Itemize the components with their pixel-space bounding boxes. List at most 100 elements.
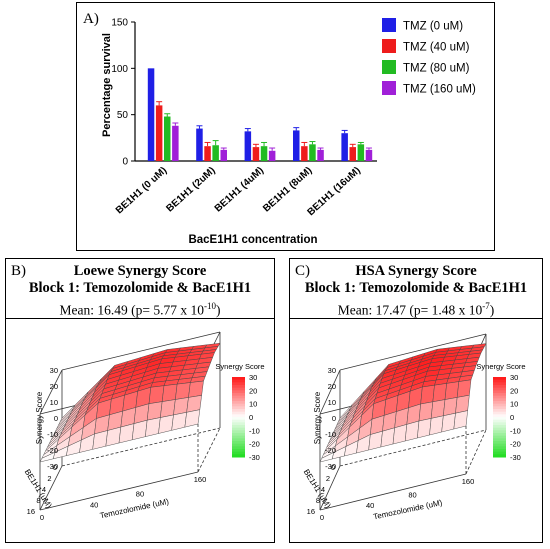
colorbar-segment xyxy=(493,387,506,391)
bar xyxy=(365,149,373,161)
z-axis-label: Synergy Score xyxy=(35,391,44,444)
colorbar-segment xyxy=(232,441,245,445)
colorbar-segment xyxy=(232,446,245,450)
colorbar-segment xyxy=(493,406,506,410)
colorbar-segment xyxy=(493,385,506,389)
z-tick-label: 20 xyxy=(50,382,58,391)
colorbar: Synergy Score 30 20 10 0 -10 -20 -30 xyxy=(215,362,264,462)
y-tick-label: 2 xyxy=(47,474,51,483)
x-tick-label: 160 xyxy=(194,475,207,484)
z-tick-label: 30 xyxy=(50,366,58,375)
surface-cell xyxy=(146,401,163,421)
panel-b-mean-text: Mean: 16.49 (p= 5.77 x 10 xyxy=(59,302,204,318)
box-edge-hidden xyxy=(465,429,487,475)
box-edge-hidden xyxy=(339,429,487,467)
colorbar-segment xyxy=(493,393,506,397)
colorbar-segment xyxy=(232,379,245,383)
bar xyxy=(341,133,348,161)
legend-entry: TMZ (80 uM) xyxy=(403,63,470,75)
colorbar-segment xyxy=(232,382,245,386)
x-axis-label: Temozolomide (uM) xyxy=(372,498,443,521)
colorbar-segment xyxy=(493,401,506,405)
colorbar-segment xyxy=(232,401,245,405)
y-tick-label: 50 xyxy=(117,110,129,121)
colorbar-segment xyxy=(493,414,506,418)
x-tick-label: BE1H1 (0 uM) xyxy=(114,165,169,216)
panel-c-mean: Mean: 17.47 (p= 1.48 x 10-7) xyxy=(290,297,542,320)
colorbar-segment xyxy=(232,433,245,437)
colorbar-segment xyxy=(232,385,245,389)
surface-cell xyxy=(444,381,460,400)
colorbar-segment xyxy=(232,411,245,415)
panel-c-mean-exp: -7 xyxy=(482,301,490,311)
surface-cell xyxy=(456,379,472,398)
panel-b-mean-suffix: ) xyxy=(215,302,221,318)
colorbar-segment xyxy=(232,409,245,413)
z-tick-label: -20 xyxy=(47,446,58,455)
x-tick-label: BE1H1 (8uM) xyxy=(261,165,314,214)
z-tick-label: -20 xyxy=(325,446,336,455)
colorbar-segment xyxy=(493,379,506,383)
x-tick-label: BE1H1 (4uM) xyxy=(213,165,266,214)
legend-swatch xyxy=(382,81,396,95)
legend-swatch xyxy=(382,39,396,53)
surface-cell xyxy=(158,414,174,434)
legend: TMZ (0 uM) TMZ (40 uM) TMZ (80 uM) TMZ (160… xyxy=(382,18,476,96)
colorbar-segment xyxy=(232,443,245,447)
z-tick-label: 0 xyxy=(332,414,336,423)
x-tick-label: 40 xyxy=(90,500,98,509)
bar xyxy=(196,128,203,161)
panel-b-label: B) xyxy=(11,263,26,279)
colorbar-segment xyxy=(493,403,506,407)
colorbar-tick-label: -10 xyxy=(249,426,260,435)
surface-cell xyxy=(148,385,165,405)
panel-b-mean: Mean: 16.49 (p= 5.77 x 10-10) xyxy=(6,297,274,320)
surface-cell xyxy=(417,418,432,439)
colorbar-segment xyxy=(232,449,245,453)
x-axis-label: Temozolomide (uM) xyxy=(99,497,170,520)
z-tick-label: 20 xyxy=(328,382,336,391)
legend-entry: TMZ (0 uM) xyxy=(403,21,463,33)
y-tick-label: 150 xyxy=(111,18,128,29)
colorbar-segment xyxy=(232,425,245,429)
colorbar-segment xyxy=(232,438,245,442)
z-tick-label: -10 xyxy=(47,430,58,439)
colorbar-segment xyxy=(232,427,245,431)
legend-swatch xyxy=(382,60,396,74)
panel-c: C) HSA Synergy Score Block 1: Temozolomi… xyxy=(289,258,543,543)
panel-b-header: B) Loewe Synergy Score Block 1: Temozolo… xyxy=(6,259,274,319)
colorbar-segment xyxy=(493,443,506,447)
y-tick-label: 16 xyxy=(27,507,35,516)
colorbar-segment xyxy=(493,446,506,450)
colorbar-segment xyxy=(493,451,506,455)
colorbar-tick-label: 30 xyxy=(510,373,518,382)
surface-cell xyxy=(145,417,161,437)
colorbar-tick-label: -10 xyxy=(510,426,521,435)
y-tick-label: 4 xyxy=(42,485,46,494)
y-tick-label: 8 xyxy=(316,496,320,505)
colorbar-segment xyxy=(493,419,506,423)
bar xyxy=(301,146,308,161)
x-tick-label: 80 xyxy=(136,489,144,498)
y-tick-label: 100 xyxy=(111,64,128,75)
surface-cell xyxy=(171,412,187,431)
panel-b-mean-exp: -10 xyxy=(203,301,216,311)
panel-a: A) Percentage survival BacE1H1 concentra… xyxy=(76,2,495,251)
panel-c-mean-text: Mean: 17.47 (p= 1.48 x 10 xyxy=(337,302,483,318)
colorbar-segment xyxy=(493,382,506,386)
legend-swatch xyxy=(382,18,396,32)
panel-b: B) Loewe Synergy Score Block 1: Temozolo… xyxy=(5,258,275,543)
colorbar-segment xyxy=(232,417,245,421)
box-edge xyxy=(61,331,221,371)
colorbar-tick-label: -20 xyxy=(510,440,521,449)
colorbar-tick-label: -20 xyxy=(249,440,260,449)
box-edge-hidden xyxy=(197,427,221,473)
surface-cell xyxy=(453,410,468,430)
panel-b-subtitle: Block 1: Temozolomide & BacE1H1 xyxy=(28,280,252,296)
colorbar-segment xyxy=(232,454,245,458)
surface-cell xyxy=(430,399,446,419)
y-tick-label: 0 xyxy=(53,463,57,472)
bar xyxy=(309,144,316,161)
colorbar-segment xyxy=(232,403,245,407)
